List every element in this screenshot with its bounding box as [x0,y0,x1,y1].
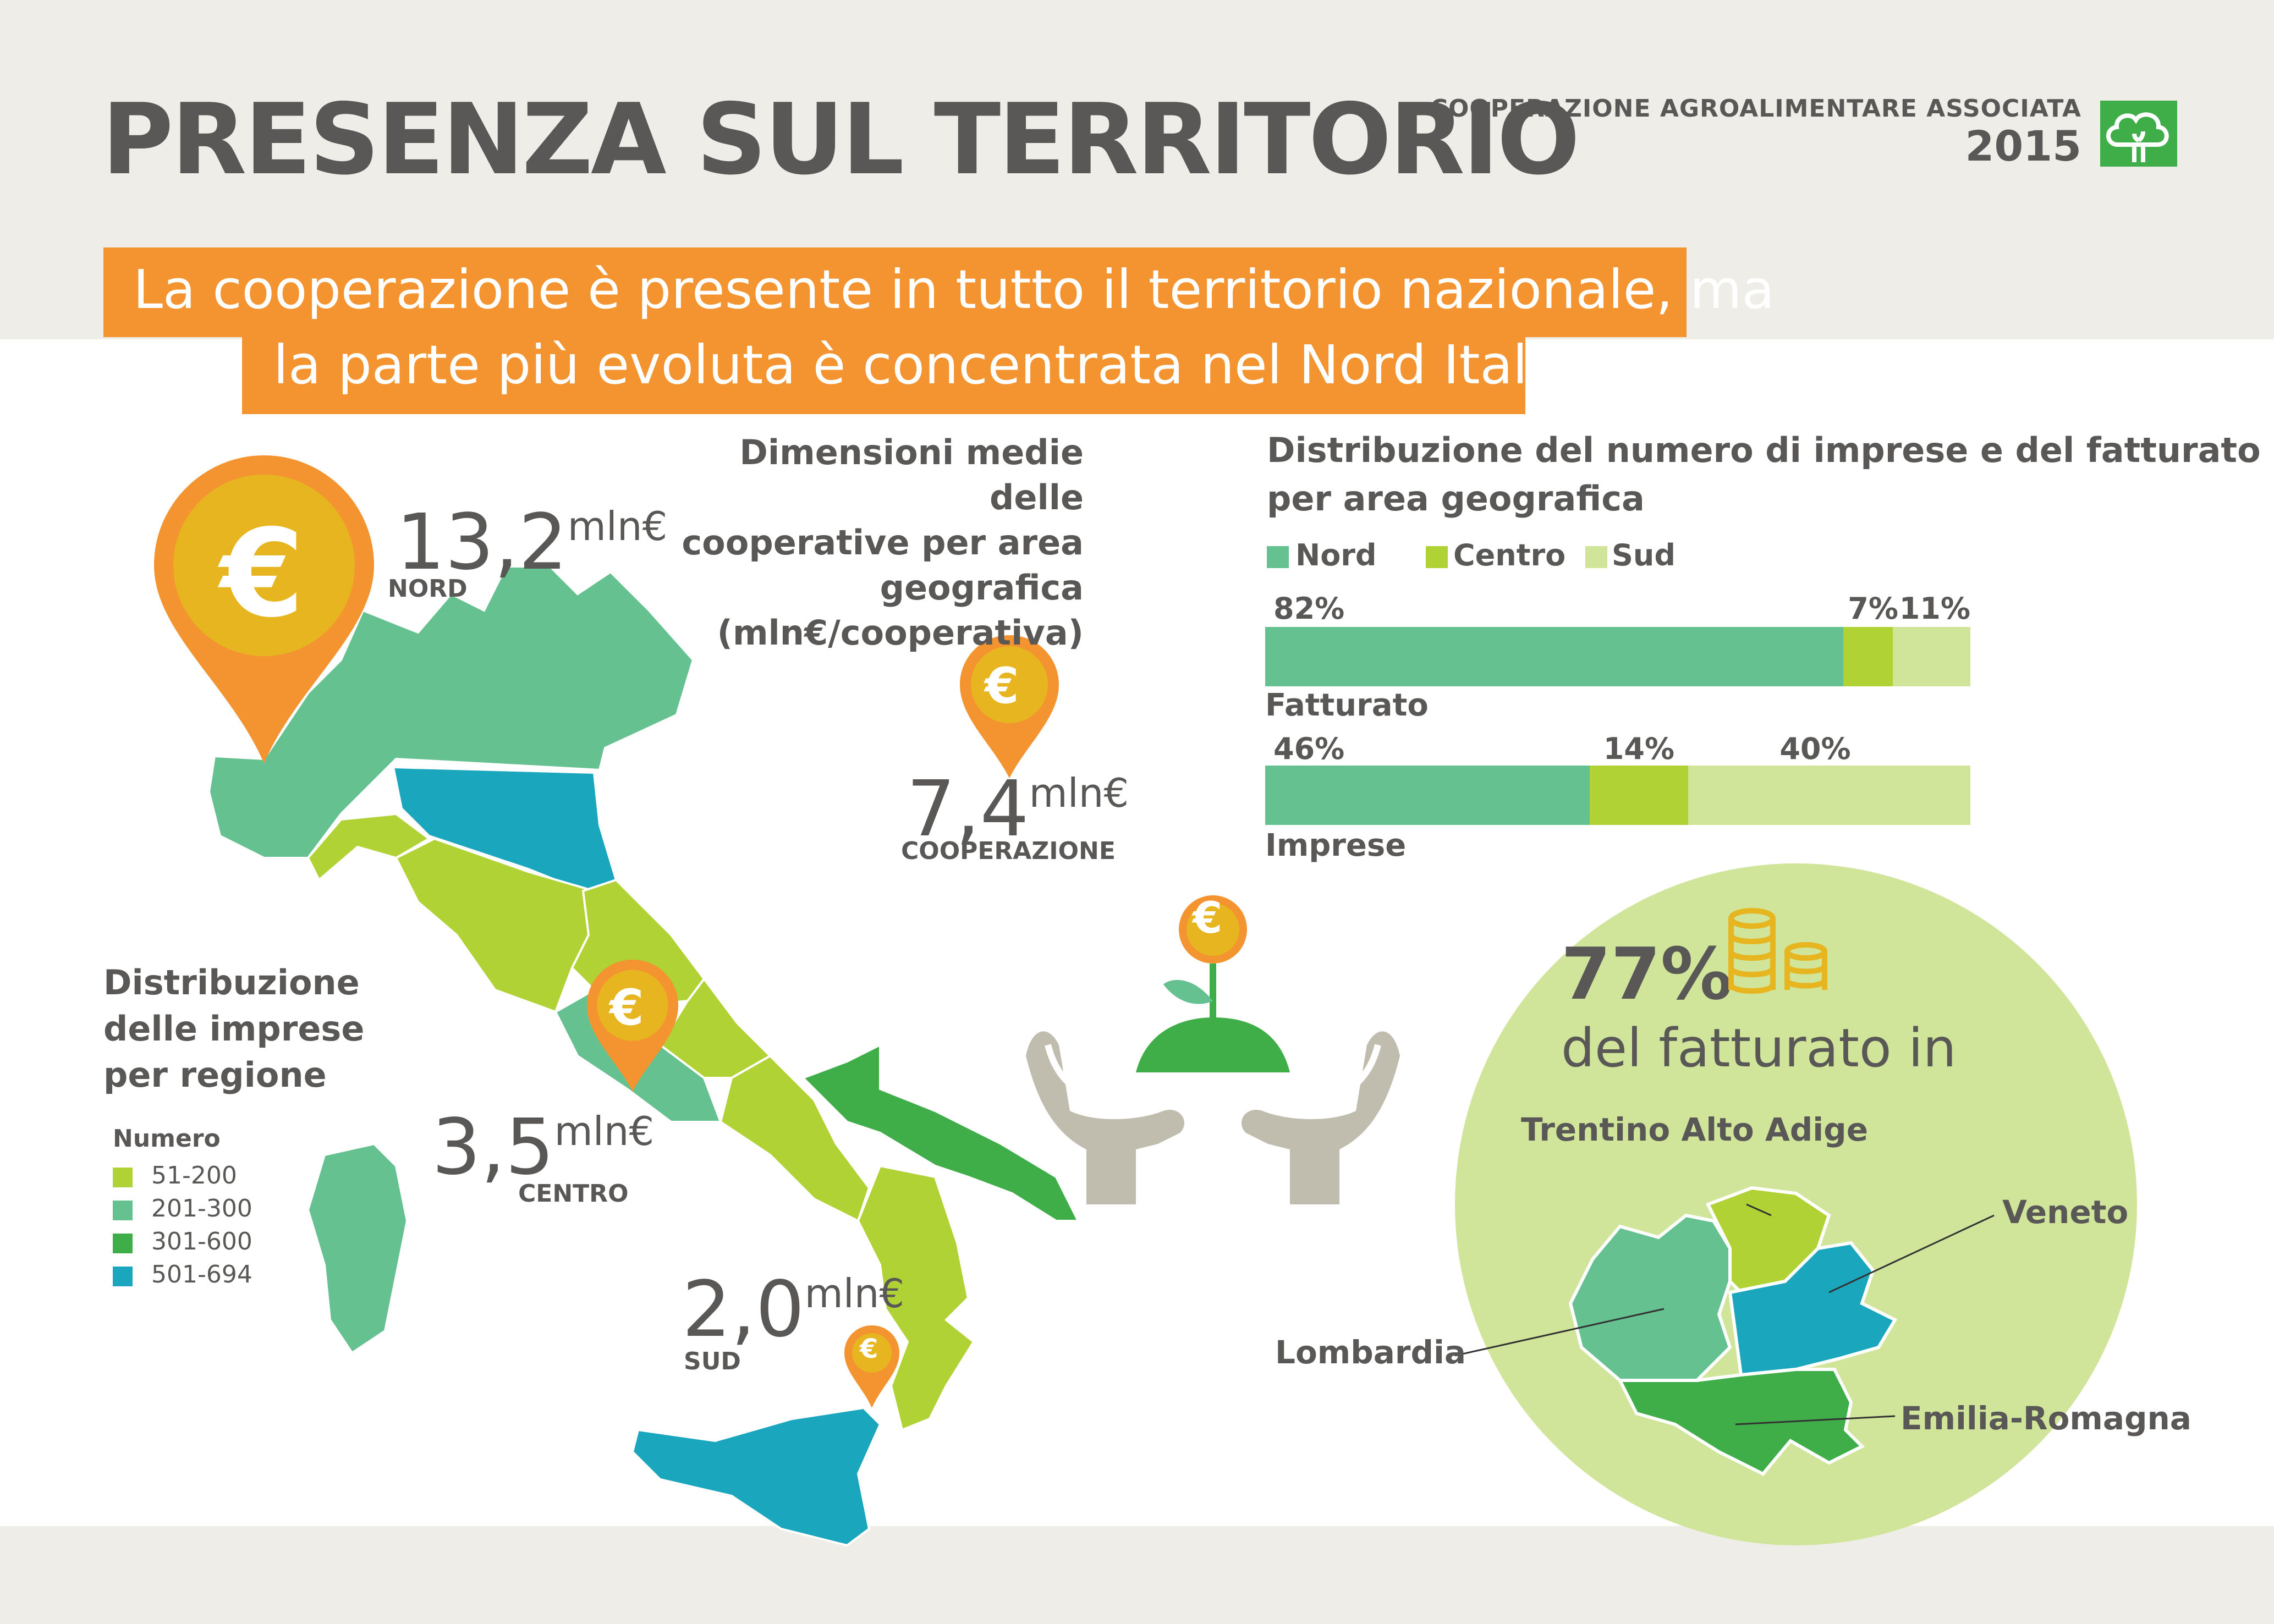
headline-banner-2 [242,337,1525,414]
bar-label-imprese-sud: 40% [1779,731,1851,766]
bar-label-imprese-nord: 46% [1273,731,1345,766]
region-label-lombardia: Lombardia [1275,1334,1466,1371]
region-legend-title: Distribuzione delle imprese per regione [103,960,364,1098]
legend-swatch-sud [1585,546,1607,568]
bar-label-imprese-centro: 14% [1603,731,1675,766]
avg-size-title-line-4: (mln€/cooperativa) [717,613,1084,653]
category-label-fatturato: Fatturato [1265,687,1429,723]
region-legend-swatch-1 [113,1168,133,1187]
pin-nord-icon [154,455,374,763]
distribution-title-line-1: Distribuzione del numero di imprese e de… [1267,430,2261,470]
bar-imprese-nord [1265,766,1590,825]
value-cooperazione-unit: mln€ [1029,770,1129,816]
footer-band [0,1526,2274,1624]
legend-label-nord: Nord [1295,538,1377,572]
map-sardegna [306,1142,409,1355]
label-nord: NORD [388,575,468,603]
plant-coin-euro: € [1193,894,1223,943]
page-title: PRESENZA SUL TERRITORIO [102,82,1580,196]
pin-centro-icon [586,960,679,1092]
map-basilicata-calabria [856,1164,975,1432]
coins-icon [1728,908,1827,994]
pin-cooperazione-euro: € [985,657,1019,715]
value-sud-unit: mln€ [804,1270,905,1317]
map-campania [719,1054,871,1223]
avg-size-title: Dimensioni medie delle cooperative per a… [638,430,1084,656]
organization-name: COOPERAZIONE AGROALIMENTARE ASSOCIATA [1430,95,2081,123]
map-sicilia [631,1406,882,1547]
circle-percent: 77% [1561,932,1733,1016]
value-nord-number: 13,2 [396,498,568,587]
bar-fatturato-nord [1265,627,1844,686]
report-year: 2015 [1965,122,2081,170]
hands-plant-icon [1026,895,1400,1204]
region-emilia-romagna [1617,1368,1865,1476]
value-centro-unit: mln€ [554,1108,655,1154]
value-nord: 13,2mln€ [396,498,667,587]
headline-banner-1 [103,247,1687,337]
value-cooperazione: 7,4mln€ [907,764,1129,854]
label-cooperazione: COOPERAZIONE [901,837,1116,865]
legend-label-centro: Centro [1453,538,1566,572]
pin-nord-euro: € [220,503,305,644]
organization-block: COOPERAZIONE AGROALIMENTARE ASSOCIATA 20… [1430,95,2081,170]
label-sud: SUD [684,1347,741,1375]
region-lombardia [1568,1213,1732,1382]
distribution-title: Distribuzione del numero di imprese e de… [1267,426,2261,523]
bar-imprese-centro [1589,766,1689,825]
region-legend-title-line-3: per regione [103,1055,327,1095]
region-legend-title-line-1: Distribuzione [103,962,360,1003]
region-legend-label-1: 51-200 [151,1161,237,1190]
north-regions-circle [1454,863,2137,1545]
region-label-emilia-romagna: Emilia-Romagna [1901,1400,2191,1437]
value-centro-number: 3,5 [432,1103,554,1192]
headline-line-1: La cooperazione è presente in tutto il t… [133,258,1775,321]
distribution-title-line-2: per area geografica [1267,478,1645,519]
map-puglia [801,1043,1080,1222]
region-legend-swatch-2 [113,1201,133,1220]
region-legend-subtitle: Numero [113,1125,221,1153]
legend-swatch-nord [1267,546,1289,568]
avg-size-title-line-3: geografica [880,568,1084,608]
value-sud: 2,0mln€ [682,1265,904,1355]
region-legend-label-3: 301-600 [151,1227,252,1256]
bar-label-fatturato-centro: 7% [1848,591,1898,626]
category-label-imprese: Imprese [1265,828,1407,863]
avg-size-title-line-1: Dimensioni medie delle [739,432,1084,518]
pin-centro-euro: € [609,979,644,1037]
region-legend-label-4: 501-694 [151,1260,252,1289]
legend-swatch-centro [1426,546,1448,568]
value-sud-number: 2,0 [682,1265,805,1355]
circle-text: del fatturato in [1561,1017,1957,1079]
region-legend-swatch-4 [113,1267,133,1286]
region-legend-swatch-3 [113,1234,133,1253]
bar-imprese-sud [1688,766,1970,825]
bar-fatturato-centro [1843,627,1893,686]
value-cooperazione-number: 7,4 [907,764,1029,854]
pin-sud-euro: € [860,1334,878,1364]
region-legend-label-2: 201-300 [151,1194,252,1223]
pin-sud-icon [844,1325,899,1408]
avg-size-title-line-2: cooperative per area [682,522,1084,563]
region-label-trentino: Trentino Alto Adige [1521,1111,1869,1148]
legend-label-sud: Sud [1612,538,1676,572]
value-centro: 3,5mln€ [432,1103,654,1192]
bar-label-fatturato-nord: 82% [1273,591,1345,626]
map-liguria [306,812,431,882]
headline-line-2: la parte più evoluta è concentrata nel N… [273,334,1575,396]
region-legend-title-line-2: delle imprese [103,1009,365,1049]
label-centro: CENTRO [518,1180,629,1208]
map-nord [207,565,695,859]
bar-label-fatturato-sud: 11% [1899,591,1970,626]
value-nord-unit: mln€ [567,503,668,549]
region-label-veneto: Veneto [2002,1193,2129,1231]
tree-logo-icon [2100,101,2177,167]
bar-fatturato-sud [1892,627,1970,686]
pin-cooperazione-icon [960,635,1059,778]
